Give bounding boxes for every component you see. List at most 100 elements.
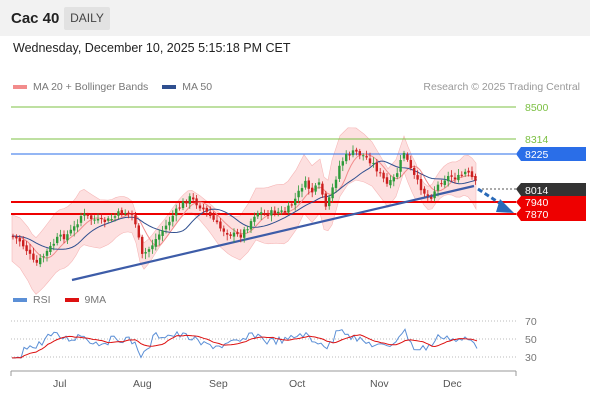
candle-body — [212, 215, 215, 220]
candle-body — [49, 245, 52, 253]
candle-body — [59, 234, 62, 237]
candle-body — [226, 233, 229, 235]
legend-9ma: 9MA — [84, 294, 107, 306]
candle-body — [18, 238, 21, 242]
candle-body — [90, 215, 93, 219]
candle-body — [328, 197, 331, 207]
timeframe-button[interactable]: DAILY — [64, 7, 110, 30]
candle — [25, 241, 28, 256]
candle-body — [396, 173, 399, 177]
candle-body — [124, 212, 127, 214]
candle — [246, 225, 249, 234]
candle — [232, 228, 236, 243]
candle-body — [277, 211, 280, 214]
candle — [270, 206, 273, 222]
candle — [307, 177, 310, 195]
candle-body — [209, 211, 212, 216]
candle — [22, 236, 25, 250]
candle — [260, 207, 263, 220]
candle-body — [127, 212, 130, 214]
candle-body — [232, 232, 236, 237]
candle-body — [79, 216, 83, 223]
candle-body — [205, 207, 208, 212]
candle — [365, 150, 368, 160]
candle — [113, 213, 117, 222]
candle — [117, 208, 120, 219]
candle-body — [73, 226, 76, 231]
candle-body — [15, 236, 18, 239]
label-8314: 8314 — [525, 134, 549, 146]
box-8225 — [516, 147, 586, 161]
candle — [134, 212, 137, 228]
candle-body — [290, 204, 293, 206]
candle-body — [402, 152, 406, 159]
bollinger-swatch — [13, 85, 27, 89]
candle — [32, 247, 35, 263]
candle — [56, 233, 59, 246]
candle-body — [399, 160, 402, 172]
rsi-9ma-line — [11, 334, 478, 359]
candle-body — [249, 221, 253, 230]
candle — [198, 203, 202, 212]
candle-body — [433, 191, 436, 199]
candle-body — [239, 234, 242, 238]
candle-body — [338, 165, 341, 179]
candle — [192, 193, 195, 203]
candle — [96, 213, 100, 224]
x-tick-dec: Dec — [443, 378, 462, 390]
candle-body — [100, 217, 103, 219]
candle — [226, 229, 229, 241]
candle — [83, 208, 86, 221]
candle-body — [270, 210, 273, 216]
candle — [124, 209, 127, 216]
candle-body — [164, 225, 168, 230]
candle — [188, 193, 191, 209]
candle-body — [406, 154, 409, 160]
9ma-swatch — [64, 298, 79, 302]
candle — [355, 147, 358, 156]
candle-body — [460, 174, 463, 176]
candle-body — [266, 212, 270, 216]
candle — [39, 254, 42, 268]
rsi-label-30: 30 — [525, 352, 537, 364]
candle — [215, 215, 219, 225]
candle-body — [273, 210, 276, 215]
candle-body — [358, 151, 361, 156]
candle — [436, 181, 440, 197]
candle — [447, 171, 450, 187]
candle — [392, 174, 395, 187]
x-tick-nov: Nov — [370, 378, 389, 390]
box-7870 — [516, 208, 586, 221]
ma50-swatch — [162, 85, 177, 89]
candle-body — [222, 228, 225, 232]
candle — [161, 225, 164, 242]
candles — [11, 145, 477, 268]
candle-body — [341, 161, 344, 166]
candle-body — [93, 219, 96, 221]
candle — [144, 247, 147, 260]
candle-body — [178, 207, 181, 209]
candle — [440, 179, 443, 187]
candle-body — [297, 190, 300, 198]
rsi-swatch — [13, 298, 27, 302]
candle-body — [141, 236, 144, 254]
candle-body — [351, 150, 355, 156]
candle — [107, 216, 110, 223]
candle-body — [416, 175, 419, 180]
candle — [280, 206, 283, 215]
candle — [202, 204, 205, 214]
candle — [443, 175, 446, 188]
candle-body — [379, 172, 382, 174]
candle — [236, 228, 239, 237]
candle — [147, 246, 151, 258]
candle — [219, 218, 222, 232]
candle-body — [39, 257, 42, 265]
candle — [110, 213, 113, 222]
candle — [100, 213, 103, 224]
candle-body — [311, 187, 314, 193]
candle-body — [334, 179, 338, 188]
candle — [324, 190, 327, 210]
candle — [345, 150, 348, 165]
legend-rsi: RSI — [33, 294, 51, 306]
